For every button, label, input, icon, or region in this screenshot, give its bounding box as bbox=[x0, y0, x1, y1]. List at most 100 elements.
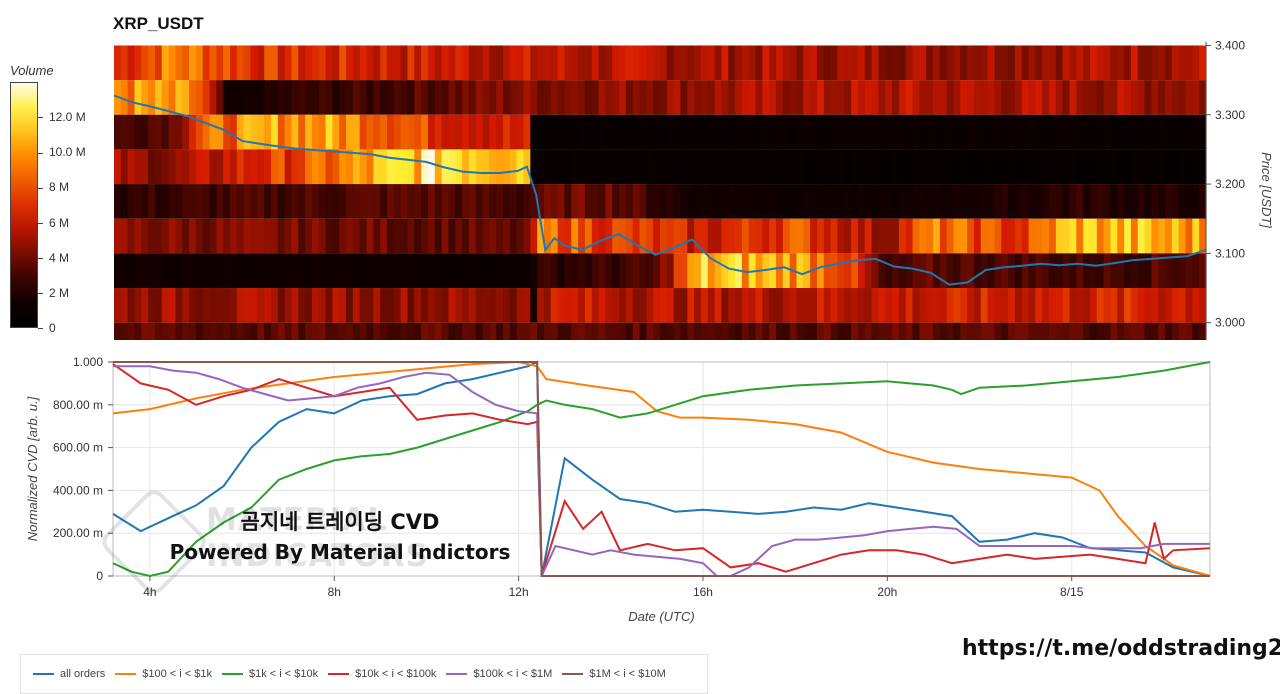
heatmap-cell bbox=[311, 184, 320, 219]
heatmap-cell bbox=[503, 322, 511, 340]
heatmap-cell bbox=[728, 45, 736, 81]
heatmap-cell bbox=[543, 149, 552, 185]
heatmap-cell bbox=[1021, 45, 1030, 81]
heatmap-cell bbox=[257, 218, 265, 254]
heatmap-cell bbox=[1008, 114, 1016, 150]
heatmap-cell bbox=[605, 288, 613, 323]
heatmap-cell bbox=[578, 288, 586, 323]
heatmap-cell bbox=[250, 149, 258, 185]
heatmap-cell bbox=[1178, 322, 1187, 340]
heatmap-cell bbox=[189, 322, 197, 340]
legend-item[interactable]: $10k < i < $100k bbox=[328, 668, 436, 680]
heatmap-cell bbox=[550, 253, 559, 289]
heatmap-cell bbox=[373, 45, 381, 81]
heatmap-cell bbox=[387, 288, 395, 323]
heatmap-cell bbox=[1199, 218, 1207, 254]
heatmap-cell bbox=[571, 184, 579, 219]
heatmap-cell bbox=[489, 218, 497, 254]
heatmap-cell bbox=[182, 322, 190, 340]
heatmap-cell bbox=[387, 149, 395, 185]
heatmap-cell bbox=[953, 218, 961, 254]
heatmap-cell bbox=[1117, 253, 1125, 289]
heatmap-cell bbox=[892, 80, 900, 115]
heatmap-cell bbox=[625, 80, 634, 115]
legend-item[interactable]: $1M < i < $10M bbox=[562, 668, 666, 680]
cvd-y-tick-label: 400.00 m bbox=[53, 483, 103, 497]
heatmap-cell bbox=[230, 45, 238, 81]
heatmap-cell bbox=[646, 45, 654, 81]
heatmap-cell bbox=[359, 288, 368, 323]
heatmap-cell bbox=[400, 149, 409, 185]
heatmap-cell bbox=[318, 184, 327, 219]
heatmap-cell bbox=[427, 149, 436, 185]
heatmap-cell bbox=[1028, 184, 1036, 219]
heatmap-cell bbox=[1151, 80, 1159, 115]
telegram-link[interactable]: https://t.me/oddstrading2 bbox=[962, 636, 1280, 661]
heatmap-cell bbox=[509, 288, 518, 323]
cvd-series-line bbox=[112, 361, 1211, 578]
heatmap-cell bbox=[1083, 114, 1091, 150]
heatmap-cell bbox=[823, 218, 832, 254]
heatmap-cell bbox=[796, 114, 804, 150]
heatmap-cell bbox=[830, 288, 839, 323]
heatmap-cell bbox=[189, 80, 197, 115]
heatmap-cell bbox=[134, 114, 142, 150]
heatmap-cell bbox=[441, 218, 450, 254]
cvd-y-axis-title: Normalized CVD [arb. u.] bbox=[25, 396, 40, 541]
heatmap-cell bbox=[311, 45, 320, 81]
heatmap-cell bbox=[857, 218, 866, 254]
heatmap-cell bbox=[1069, 288, 1077, 323]
heatmap-cell bbox=[933, 114, 941, 150]
heatmap-cell bbox=[837, 218, 845, 254]
heatmap-cell bbox=[933, 45, 941, 81]
heatmap-cell bbox=[414, 253, 422, 289]
legend-item[interactable]: $100 < i < $1k bbox=[115, 668, 212, 680]
legend-item[interactable]: all orders bbox=[33, 668, 105, 680]
heatmap-cell bbox=[864, 288, 873, 323]
heatmap-cell bbox=[270, 184, 279, 219]
heatmap-cell bbox=[202, 253, 211, 289]
heatmap-cell bbox=[1069, 45, 1077, 81]
heatmap-cell bbox=[919, 288, 927, 323]
heatmap-cell bbox=[277, 253, 286, 289]
heatmap-cell bbox=[114, 322, 122, 340]
heatmap-cell bbox=[1042, 45, 1050, 81]
heatmap-cell bbox=[475, 322, 484, 340]
heatmap-cell bbox=[1028, 114, 1036, 150]
legend-item[interactable]: $1k < i < $10k bbox=[221, 668, 318, 680]
heatmap-cell bbox=[994, 253, 1002, 289]
heatmap-cell bbox=[810, 288, 818, 323]
heatmap-cell bbox=[209, 253, 217, 289]
heatmap-cell bbox=[748, 184, 757, 219]
legend-item[interactable]: $100k < i < $1M bbox=[446, 668, 552, 680]
heatmap-cell bbox=[1096, 253, 1105, 289]
heatmap-cell bbox=[305, 149, 313, 185]
heatmap-cell bbox=[1171, 80, 1180, 115]
heatmap-cell bbox=[325, 218, 333, 254]
heatmap-cell bbox=[700, 288, 709, 323]
heatmap-cell bbox=[1089, 253, 1098, 289]
heatmap-cell bbox=[311, 80, 320, 115]
heatmap-cell bbox=[782, 288, 791, 323]
heatmap-cell bbox=[482, 184, 490, 219]
heatmap-cell bbox=[871, 80, 879, 115]
heatmap-cell bbox=[189, 253, 197, 289]
heatmap-cell bbox=[885, 80, 893, 115]
heatmap-cell bbox=[182, 80, 190, 115]
heatmap-row bbox=[114, 149, 1207, 185]
heatmap-cell bbox=[182, 149, 190, 185]
heatmap-cell bbox=[1178, 184, 1187, 219]
heatmap-cell bbox=[987, 322, 996, 340]
heatmap-cell bbox=[680, 253, 688, 289]
heatmap-cell bbox=[612, 184, 620, 219]
overlay-caption: 곰지네 트레이딩 CVD Powered By Material Indicto… bbox=[140, 508, 540, 568]
heatmap-cell bbox=[1096, 80, 1105, 115]
heatmap-cell bbox=[1008, 184, 1016, 219]
heatmap-cell bbox=[223, 80, 231, 115]
heatmap-cell bbox=[707, 184, 716, 219]
heatmap-cell bbox=[1103, 149, 1112, 185]
heatmap-cell bbox=[421, 184, 429, 219]
heatmap-cell bbox=[318, 253, 327, 289]
heatmap-cell bbox=[987, 253, 996, 289]
heatmap-cell bbox=[209, 80, 217, 115]
